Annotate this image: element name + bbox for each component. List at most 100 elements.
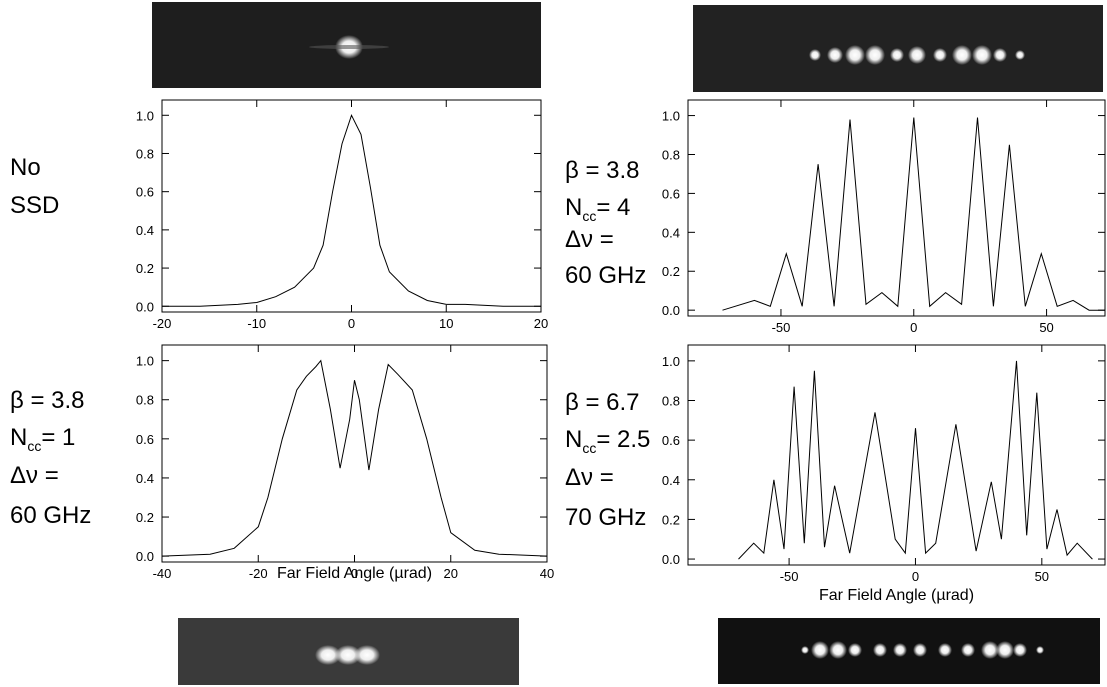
annotation-sub: cc (582, 440, 596, 456)
annotation-part: N (10, 424, 27, 451)
x-tick-label: 0 (910, 320, 917, 335)
annotation: 70 GHz (565, 504, 646, 531)
x-tick-label: 0 (912, 569, 919, 584)
y-tick-label: 0.2 (136, 261, 154, 276)
y-tick-label: 0.6 (136, 432, 154, 447)
x-tick-label: 20 (444, 566, 458, 581)
plot-frame (161, 344, 548, 563)
annotation: β = 6.7 (565, 389, 640, 416)
x-tick-label: 0 (348, 316, 355, 331)
annotation-sub: cc (27, 438, 41, 454)
y-tick-label: 0.6 (662, 186, 680, 201)
y-tick-label: 0.4 (662, 473, 680, 488)
spot (811, 641, 829, 659)
spot (938, 643, 952, 657)
y-tick-label: 0.0 (136, 549, 154, 564)
spot (908, 46, 926, 64)
far-field-image (152, 2, 541, 88)
x-tick-label: 20 (534, 316, 548, 331)
far-field-image (693, 5, 1103, 92)
spot (981, 641, 999, 659)
annotation: No (10, 154, 41, 181)
spot (865, 45, 885, 65)
spot (801, 646, 809, 654)
spot (996, 641, 1014, 659)
spot (972, 45, 992, 65)
spot (1036, 646, 1044, 654)
far-field-image (178, 618, 519, 685)
spot (827, 47, 843, 63)
y-tick-label: 0.0 (662, 552, 680, 567)
annotation-part: = 2.5 (596, 426, 650, 453)
annotation: Δν = (565, 226, 614, 253)
annotation: Δν = (10, 462, 59, 489)
y-tick-label: 0.4 (136, 223, 154, 238)
spot (829, 641, 847, 659)
annotation: Ncc= 4 (565, 194, 630, 224)
x-axis-label: Far Field Angle (µrad) (277, 565, 432, 582)
x-tick-label: -50 (780, 569, 799, 584)
profile-line (161, 359, 548, 557)
y-tick-label: 1.0 (662, 354, 680, 369)
annotation-part: = 4 (596, 194, 630, 221)
spot (890, 48, 904, 62)
y-tick-label: 0.2 (136, 510, 154, 525)
y-tick-label: 0.4 (136, 471, 154, 486)
x-tick-label: -20 (153, 316, 172, 331)
spot (961, 643, 975, 657)
annotation: Ncc= 1 (10, 424, 75, 454)
annotation: 60 GHz (565, 262, 646, 289)
y-tick-label: 0.8 (136, 146, 154, 161)
y-tick-label: 0.6 (136, 185, 154, 200)
y-tick-label: 0.2 (662, 264, 680, 279)
spot (893, 643, 907, 657)
y-tick-label: 1.0 (662, 109, 680, 124)
far-field-image (718, 618, 1100, 684)
y-tick-label: 0.6 (662, 433, 680, 448)
annotation-part: = 1 (41, 424, 75, 451)
y-tick-label: 1.0 (136, 354, 154, 369)
annotation-part: N (565, 194, 582, 221)
spot (952, 45, 972, 65)
plot-frame (687, 99, 1106, 317)
x-axis-label: Far Field Angle (µrad) (819, 587, 974, 604)
x-tick-label: -50 (772, 320, 791, 335)
y-tick-label: 0.0 (662, 303, 680, 318)
annotation: β = 3.8 (10, 387, 85, 414)
annotation: Ncc= 2.5 (565, 426, 650, 456)
spot (1013, 643, 1027, 657)
annotation: Δν = (565, 464, 614, 491)
spot (848, 643, 862, 657)
spot (809, 49, 821, 61)
x-tick-label: -40 (153, 566, 172, 581)
x-tick-label: -10 (247, 316, 266, 331)
plot-frame (161, 99, 542, 313)
plot-frame (687, 344, 1106, 566)
spot (845, 45, 865, 65)
y-tick-label: 0.8 (662, 393, 680, 408)
spot (993, 48, 1007, 62)
profile-line (738, 360, 1093, 560)
x-tick-label: 0 (351, 566, 358, 581)
annotation-sub: cc (582, 208, 596, 224)
y-tick-label: 1.0 (136, 108, 154, 123)
x-tick-label: 50 (1035, 569, 1049, 584)
y-tick-label: 0.8 (662, 147, 680, 162)
profile-line (162, 113, 541, 307)
annotation: SSD (10, 192, 59, 219)
y-tick-label: 0.8 (136, 393, 154, 408)
x-tick-label: -20 (249, 566, 268, 581)
annotation-part: N (565, 426, 582, 453)
x-tick-label: 40 (540, 566, 554, 581)
annotation: β = 3.8 (565, 157, 640, 184)
y-tick-label: 0.2 (662, 512, 680, 527)
spot (933, 48, 947, 62)
y-tick-label: 0.0 (136, 299, 154, 314)
spot (1015, 50, 1025, 60)
spot (873, 643, 887, 657)
annotation: 60 GHz (10, 502, 91, 529)
x-tick-label: 10 (439, 316, 453, 331)
y-tick-label: 0.4 (662, 225, 680, 240)
x-tick-label: 50 (1039, 320, 1053, 335)
